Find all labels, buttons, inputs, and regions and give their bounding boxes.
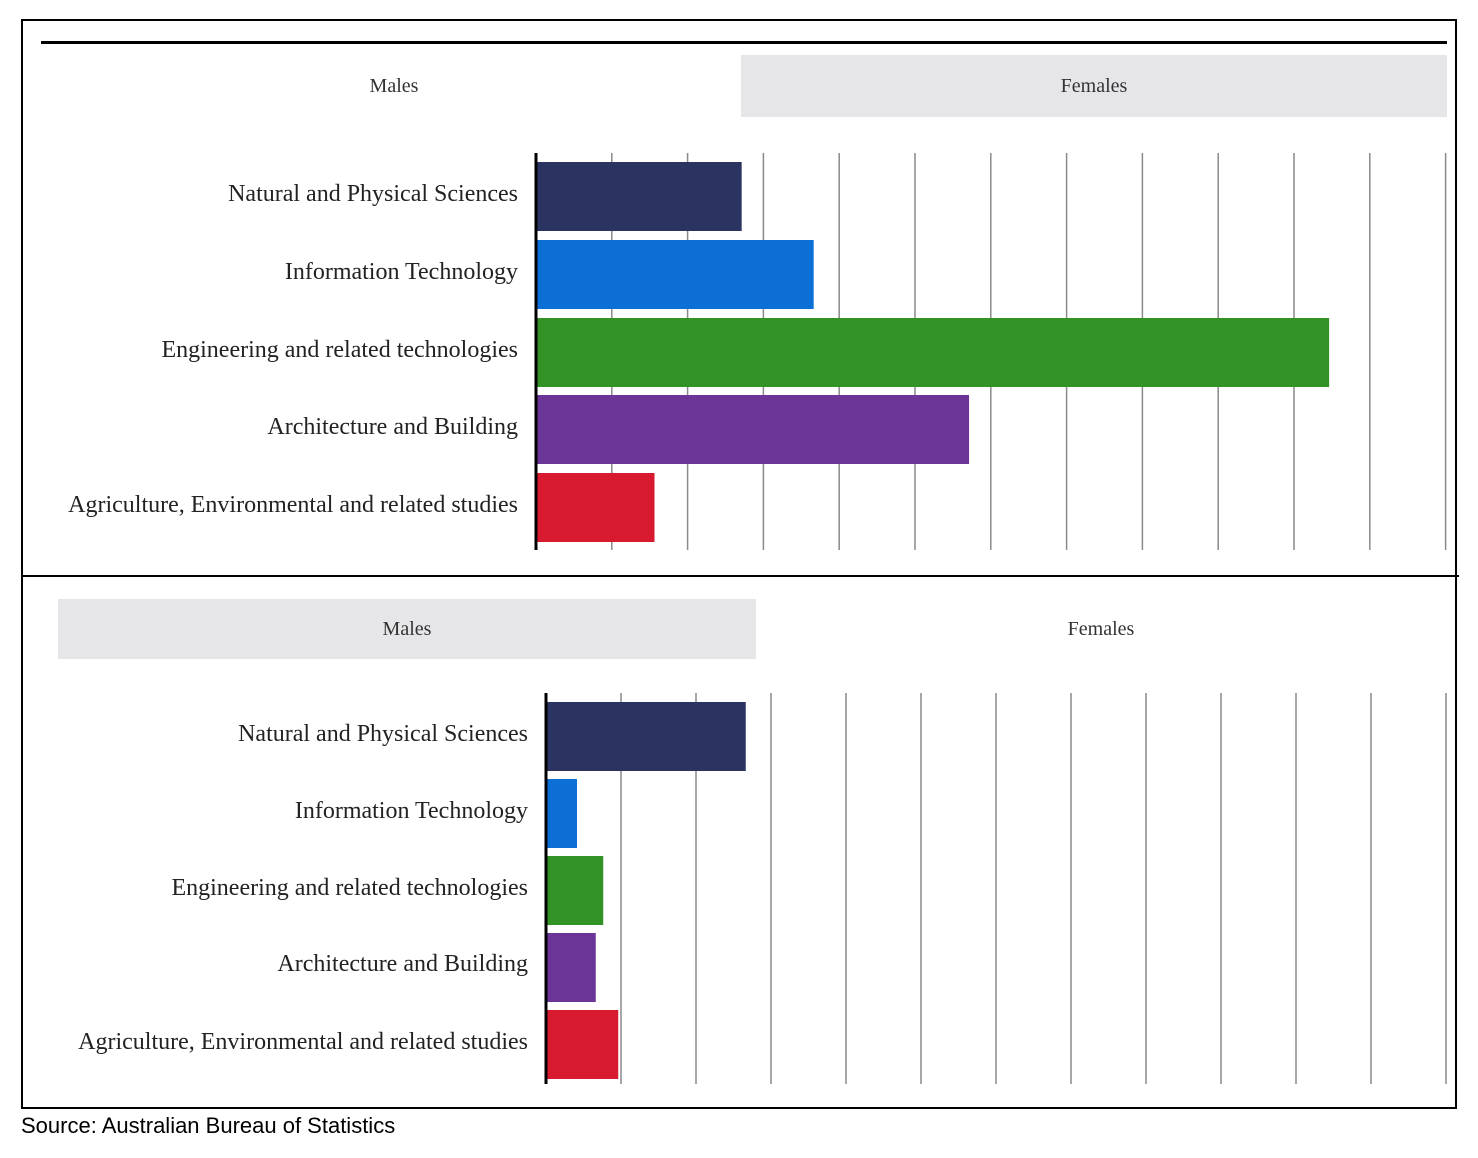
bar <box>547 1010 619 1079</box>
source-note: Source: Australian Bureau of Statistics <box>21 1113 396 1138</box>
panel-divider <box>21 575 1459 577</box>
bar <box>547 856 604 925</box>
tab-females[interactable]: Females <box>756 599 1446 659</box>
tab-males[interactable]: Males <box>58 599 756 659</box>
bar <box>547 779 577 848</box>
bar <box>547 702 746 771</box>
category-label: Architecture and Building <box>267 414 518 440</box>
tab-males[interactable]: Males <box>47 55 741 117</box>
category-label: Architecture and Building <box>277 951 528 977</box>
figure-frame <box>21 19 1457 1109</box>
category-label: Agriculture, Environmental and related s… <box>78 1029 528 1055</box>
bar <box>537 395 970 464</box>
category-label: Engineering and related technologies <box>171 875 528 901</box>
bar <box>537 162 742 231</box>
category-label: Natural and Physical Sciences <box>238 721 528 747</box>
category-label: Agriculture, Environmental and related s… <box>68 492 518 518</box>
panel-top-rule <box>41 41 1447 44</box>
category-label: Engineering and related technologies <box>161 337 518 363</box>
category-label: Natural and Physical Sciences <box>228 181 518 207</box>
bar <box>537 318 1330 387</box>
category-label: Information Technology <box>284 259 518 285</box>
category-label: Information Technology <box>294 798 528 824</box>
bar <box>547 933 596 1002</box>
bar <box>537 473 655 542</box>
tab-females[interactable]: Females <box>741 55 1447 117</box>
bar <box>537 240 814 309</box>
